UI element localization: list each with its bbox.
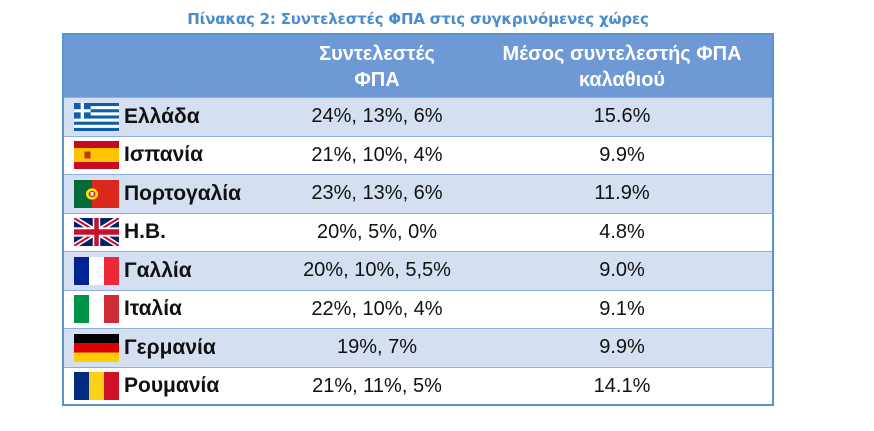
country-cell: Γερμανία [64, 333, 282, 362]
country-name: Ιταλία [124, 297, 182, 321]
rates-cell: 22%, 10%, 4% [311, 297, 443, 320]
country-cell: Ελλάδα [64, 102, 282, 131]
country-cell: Ιταλία [64, 295, 282, 324]
table-row: Πορτογαλία 23%, 13%, 6% 11.9% [64, 174, 772, 213]
table-row: Γερμανία 19%, 7% 9.9% [64, 328, 772, 367]
country-cell: Ισπανία [64, 141, 282, 170]
header-average-line1: Μέσος συντελεστής ΦΠΑ [502, 43, 742, 65]
header-rates: Συντελεστές ΦΠΑ [282, 35, 472, 97]
france-flag-icon [74, 256, 119, 285]
country-name: Πορτογαλία [124, 181, 242, 205]
header-average-line2: καλαθιού [578, 69, 666, 91]
table-row: Ελλάδα 24%, 13%, 6% 15.6% [64, 97, 772, 136]
table-row: Ισπανία 21%, 10%, 4% 9.9% [64, 135, 772, 175]
country-cell: Η.Β. [64, 218, 282, 247]
greece-flag-icon [74, 102, 119, 131]
romania-flag-icon [74, 372, 119, 401]
rates-cell: 21%, 11%, 5% [312, 374, 442, 397]
country-name: Γερμανία [124, 335, 216, 359]
country-name: Ελλάδα [124, 104, 200, 128]
country-name: Γαλλία [124, 258, 192, 282]
average-cell: 4.8% [599, 220, 645, 243]
table-row: Η.Β. 20%, 5%, 0% 4.8% [64, 212, 772, 252]
rates-cell: 24%, 13%, 6% [311, 105, 443, 128]
table-row: Ρουμανία 21%, 11%, 5% 14.1% [64, 366, 772, 406]
country-cell: Ρουμανία [64, 372, 282, 401]
header-average: Μέσος συντελεστής ΦΠΑ καλαθιού [472, 35, 772, 97]
country-cell: Πορτογαλία [64, 179, 282, 208]
country-name: Η.Β. [124, 220, 166, 244]
rates-cell: 20%, 10%, 5,5% [303, 259, 451, 282]
header-rates-line1: Συντελεστές [319, 43, 435, 65]
country-cell: Γαλλία [64, 256, 282, 285]
rates-cell: 23%, 13%, 6% [311, 182, 443, 205]
spain-flag-icon [74, 141, 119, 170]
table-row: Ιταλία 22%, 10%, 4% 9.1% [64, 289, 772, 329]
average-cell: 11.9% [594, 182, 650, 205]
average-cell: 9.9% [599, 143, 645, 166]
rates-cell: 21%, 10%, 4% [311, 143, 443, 166]
rates-cell: 20%, 5%, 0% [316, 220, 438, 243]
country-name: Ισπανία [124, 143, 204, 167]
average-cell: 14.1% [593, 374, 651, 397]
table-row: Γαλλία 20%, 10%, 5,5% 9.0% [64, 251, 772, 290]
uk-flag-icon [74, 218, 119, 247]
portugal-flag-icon [74, 179, 119, 208]
germany-flag-icon [74, 333, 119, 362]
average-cell: 9.9% [599, 336, 645, 359]
country-name: Ρουμανία [124, 374, 220, 398]
rates-cell: 19%, 7% [336, 336, 418, 359]
table-caption: Πίνακας 2: Συντελεστές ΦΠΑ στις συγκρινό… [187, 10, 649, 28]
table-header: Συντελεστές ΦΠΑ Μέσος συντελεστής ΦΠΑ κα… [64, 35, 772, 97]
average-cell: 9.1% [599, 297, 645, 320]
italy-flag-icon [74, 295, 119, 324]
header-rates-line2: ΦΠΑ [354, 69, 400, 91]
average-cell: 15.6% [593, 105, 651, 128]
header-country [64, 35, 282, 97]
vat-rates-table: Συντελεστές ΦΠΑ Μέσος συντελεστής ΦΠΑ κα… [62, 33, 774, 406]
average-cell: 9.0% [599, 259, 645, 282]
